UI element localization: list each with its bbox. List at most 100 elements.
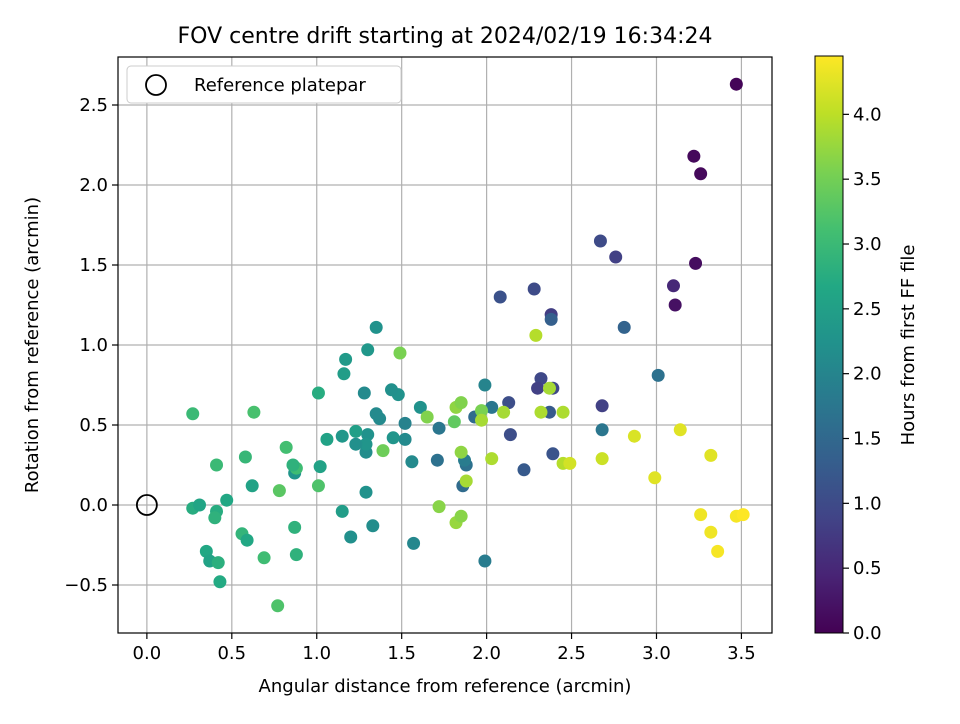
scatter-point [617, 320, 631, 334]
scatter-point [454, 396, 468, 410]
scatter-point [359, 485, 373, 499]
y-tick-label: 1.5 [79, 255, 108, 276]
scatter-point [729, 77, 743, 91]
scatter-point [357, 386, 371, 400]
legend: Reference platepar [126, 65, 402, 104]
scatter-point [337, 367, 351, 381]
y-axis-ticks: −0.5 0.0 0.5 1.0 1.5 2.0 2.5 [64, 95, 118, 596]
scatter-point [475, 404, 489, 418]
colorbar-label: Hours from first FF file [898, 245, 919, 446]
scatter-point [432, 421, 446, 435]
scatter-point [595, 452, 609, 466]
x-tick-label: 0.5 [217, 643, 246, 664]
scatter-point [704, 525, 718, 539]
scatter-point [407, 536, 421, 550]
scatter-point [687, 149, 701, 163]
colorbar-tick-label: 1.0 [853, 493, 882, 514]
scatter-point [454, 509, 468, 523]
scatter-point [320, 432, 334, 446]
scatter-point [335, 429, 349, 443]
scatter-point [210, 458, 224, 472]
scatter-point [593, 234, 607, 248]
grid-lines [118, 57, 772, 633]
scatter-point [534, 405, 548, 419]
scatter-point [430, 453, 444, 467]
colorbar-tick-label: 0.0 [853, 623, 882, 644]
scatter-point [689, 256, 703, 270]
scatter-point [288, 520, 302, 534]
x-tick-label: 3.0 [642, 643, 671, 664]
scatter-point [413, 400, 427, 414]
scatter-point [485, 400, 499, 414]
scatter-point [478, 378, 492, 392]
scatter-point [311, 479, 325, 493]
scatter-point [694, 167, 708, 181]
scatter-point [289, 548, 303, 562]
y-tick-label: −0.5 [64, 575, 108, 596]
y-tick-label: 1.0 [79, 335, 108, 356]
colorbar-tick-label: 2.0 [853, 364, 882, 385]
scatter-point [272, 484, 286, 498]
scatter-point [493, 290, 507, 304]
scatter-point [666, 279, 680, 293]
x-tick-label: 0.0 [133, 643, 162, 664]
x-tick-label: 2.5 [557, 643, 586, 664]
scatter-point [502, 396, 516, 410]
scatter-point [405, 455, 419, 469]
scatter-point [257, 551, 271, 565]
y-tick-label: 2.0 [79, 175, 108, 196]
scatter-point [595, 423, 609, 437]
scatter-point [313, 460, 327, 474]
scatter-point [247, 405, 261, 419]
scatter-point [213, 575, 227, 589]
x-tick-label: 1.5 [387, 643, 416, 664]
scatter-point [193, 498, 207, 512]
scatter-point [398, 416, 412, 430]
scatter-point [595, 399, 609, 413]
scatter-point [245, 479, 259, 493]
colorbar-tick-label: 3.0 [853, 234, 882, 255]
scatter-point [609, 250, 623, 264]
colorbar-tick-label: 0.5 [853, 558, 882, 579]
scatter-point [527, 282, 541, 296]
colorbar-ticks: 0.0 0.5 1.0 1.5 2.0 2.5 3.0 3.5 4.0 [843, 104, 882, 644]
scatter-point [711, 544, 725, 558]
scatter-point [376, 444, 390, 458]
scatter-point [279, 440, 293, 454]
chart-title: FOV centre drift starting at 2024/02/19 … [178, 24, 713, 49]
scatter-point [704, 448, 718, 462]
scatter-point [459, 474, 473, 488]
scatter-point [384, 383, 398, 397]
scatter-point [651, 368, 665, 382]
scatter-point [344, 530, 358, 544]
scatter-point [475, 413, 489, 427]
scatter-point [563, 456, 577, 470]
colorbar-tick-label: 4.0 [853, 104, 882, 125]
scatter-point [503, 428, 517, 442]
scatter-point [361, 343, 375, 357]
x-axis-label: Angular distance from reference (arcmin) [259, 676, 632, 697]
x-axis-ticks: 0.0 0.5 1.0 1.5 2.0 2.5 3.0 3.5 [133, 633, 756, 664]
scatter-point [454, 445, 468, 459]
y-tick-label: 2.5 [79, 95, 108, 116]
scatter-point [694, 508, 708, 522]
scatter-point [238, 450, 252, 464]
legend-entry-label: Reference platepar [194, 75, 366, 96]
scatter-point [271, 599, 285, 613]
scatter-point [208, 511, 222, 525]
y-tick-label: 0.0 [79, 495, 108, 516]
scatter-point [485, 452, 499, 466]
scatter-point [240, 533, 254, 547]
scatter-point [673, 423, 687, 437]
colorbar [814, 55, 844, 634]
scatter-point [335, 504, 349, 518]
scatter-point [544, 312, 558, 326]
scatter-point [373, 412, 387, 426]
scatter-point [366, 519, 380, 533]
scatter-point [361, 428, 375, 442]
x-tick-label: 2.0 [472, 643, 501, 664]
scatter-point [648, 471, 662, 485]
scatter-point [369, 320, 383, 334]
scatter-point [517, 463, 531, 477]
